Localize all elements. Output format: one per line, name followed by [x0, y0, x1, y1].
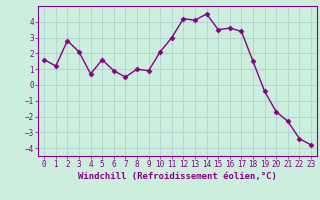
X-axis label: Windchill (Refroidissement éolien,°C): Windchill (Refroidissement éolien,°C)	[78, 172, 277, 181]
